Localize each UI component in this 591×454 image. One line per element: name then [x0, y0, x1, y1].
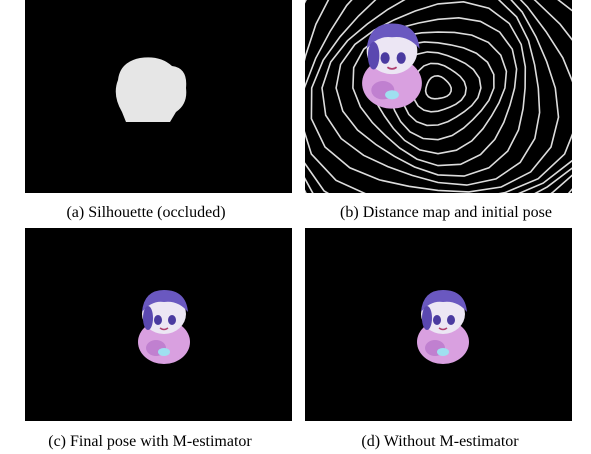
caption: (b) Distance map and initial pose: [340, 204, 552, 221]
panel-a: (a) Silhouette (occluded): [25, 0, 292, 221]
figure: (a) Silhouette (occluded) (b) Distance m…: [0, 0, 591, 454]
caption: (a) Silhouette (occluded): [66, 204, 225, 221]
panel-c: (c) Final pose with M-estimator: [25, 228, 292, 450]
final-pose-model: [138, 290, 190, 364]
silhouette: [116, 57, 187, 122]
initial-pose-model: [362, 24, 422, 109]
caption: (c) Final pose with M-estimator: [48, 433, 252, 450]
panel-d: (d) Without M-estimator: [305, 228, 572, 450]
pose-model: [417, 290, 469, 364]
caption: (d) Without M-estimator: [361, 433, 519, 450]
